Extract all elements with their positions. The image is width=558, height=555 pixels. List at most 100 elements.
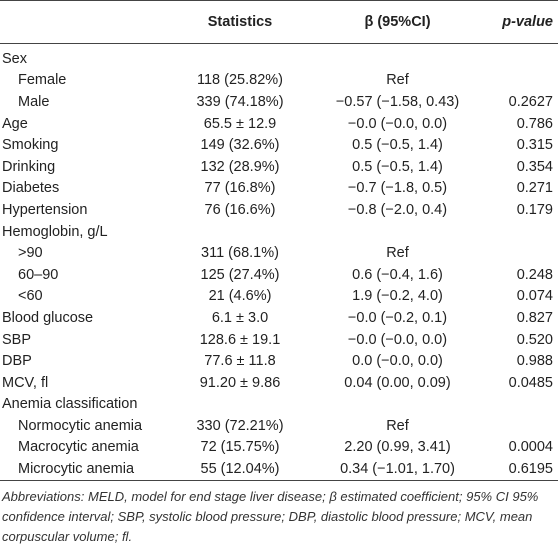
table-cell: [315, 394, 480, 416]
table-cell: 0.520: [516, 331, 553, 348]
table-row: Hypertension 76 (16.6%) −0.8 (−2.0, 0.4) 0.…: [0, 199, 558, 221]
table-cell: 0.34 (−1.01, 1.70): [315, 458, 480, 481]
table-cell: −0.0 (−0.0, 0.0): [347, 115, 448, 132]
table-cell: 125 (27.4%): [200, 266, 280, 283]
table-cell: Smoking: [2, 137, 59, 154]
table-cell: 0.0004: [508, 439, 553, 456]
header-cell: β (95%CI): [315, 0, 480, 44]
table-cell: 0.04 (0.00, 0.09): [344, 374, 451, 391]
table-cell: Ref: [386, 245, 409, 262]
table-cell: Diabetes: [2, 180, 60, 197]
table-row: Normocytic anemia 330 (72.21%) Ref: [0, 415, 558, 437]
table-cell: 311 (68.1%): [201, 245, 279, 262]
table-cell: [480, 242, 558, 264]
table-row: Female 118 (25.82%) Ref: [0, 70, 558, 92]
table-cell: 0.2627: [508, 93, 553, 110]
table-row: Drinking 132 (28.9%) 0.5 (−0.5, 1.4) 0.354: [0, 156, 558, 178]
table-cell: 118 (25.82%): [197, 72, 283, 89]
table-row: Smoking 149 (32.6%) 0.5 (−0.5, 1.4) 0.315: [0, 134, 558, 156]
table-row: <60 21 (4.6%) 1.9 (−0.2, 4.0) 0.074: [0, 286, 558, 308]
table-cell: Hemoglobin, g/L: [2, 223, 108, 240]
table-cell: [480, 394, 558, 416]
table-cell: SBP: [2, 331, 32, 348]
table-cell: 0.6195: [480, 458, 558, 481]
table-cell: 21 (4.6%): [208, 288, 272, 305]
table-cell: 65.5 ± 12.9: [203, 115, 277, 132]
table-cell: 0.248: [516, 266, 553, 283]
table-cell: 132 (28.9%): [200, 158, 280, 175]
table-row: Diabetes 77 (16.8%) −0.7 (−1.8, 0.5) 0.271: [0, 178, 558, 200]
table-cell: −0.7 (−1.8, 0.5): [347, 180, 448, 197]
table-row: >90 311 (68.1%) Ref: [0, 242, 558, 264]
table-row: SBP 128.6 ± 19.1 −0.0 (−0.0, 0.0) 0.520: [0, 329, 558, 351]
table-cell: 128.6 ± 19.1: [199, 331, 281, 348]
table-cell: 330 (72.21%): [196, 417, 284, 434]
table-cell: 339 (74.18%): [196, 93, 284, 110]
header-cell: Statistics: [165, 0, 315, 44]
table-body: Sex Female 118 (25.82%) Ref Male 339 (74.18%)…: [0, 44, 558, 481]
table-cell: [315, 44, 480, 70]
table-cell: 2.20 (0.99, 3.41): [344, 439, 451, 456]
table-row: 60–90 125 (27.4%) 0.6 (−0.4, 1.6) 0.248: [0, 264, 558, 286]
table-cell: 0.786: [516, 115, 553, 132]
table-row: Age 65.5 ± 12.9 −0.0 (−0.0, 0.0) 0.786: [0, 113, 558, 135]
table-cell: 6.1 ± 3.0: [211, 309, 269, 326]
table-row: Male 339 (74.18%) −0.57 (−1.58, 0.43) 0.262…: [0, 91, 558, 113]
table-cell: [480, 70, 558, 92]
data-table: Statistics β (95%CI) p-value Sex Female 11…: [0, 0, 558, 481]
table-cell: [165, 394, 315, 416]
table-cell: 0.0485: [508, 374, 553, 391]
table-cell: 0.988: [516, 353, 553, 370]
table-row: Sex: [0, 44, 558, 70]
table-row: Hemoglobin, g/L: [0, 221, 558, 243]
table-cell: 0.315: [516, 137, 553, 154]
table-cell: [315, 221, 480, 243]
table-cell: <60: [18, 288, 43, 305]
table-cell: [480, 415, 558, 437]
header-cell: [0, 0, 165, 44]
table-cell: 91.20 ± 9.86: [199, 374, 281, 391]
table-cell: Hypertension: [2, 201, 88, 218]
table-cell: [480, 44, 558, 70]
table-cell: Microcytic anemia: [0, 458, 165, 481]
table-cell: 149 (32.6%): [200, 137, 280, 154]
table-cell: [165, 44, 315, 70]
table-cell: Ref: [386, 417, 409, 434]
table-cell: 0.827: [516, 309, 553, 326]
table-cell: 0.354: [516, 158, 553, 175]
table-cell: Drinking: [2, 158, 56, 175]
table-cell: Female: [18, 72, 67, 89]
table-cell: −0.0 (−0.2, 0.1): [347, 309, 448, 326]
table-cell: 77 (16.8%): [204, 180, 276, 197]
table-cell: −0.0 (−0.0, 0.0): [347, 331, 448, 348]
table-row: Anemia classification: [0, 394, 558, 416]
table-row: MCV, fl 91.20 ± 9.86 0.04 (0.00, 0.09) 0.04…: [0, 372, 558, 394]
footnote: Abbreviations: MELD, model for end stage…: [2, 488, 539, 544]
table-cell: Blood glucose: [2, 309, 94, 326]
table-cell: 55 (12.04%): [165, 458, 315, 481]
table-cell: Male: [18, 93, 50, 110]
table-cell: 0.074: [516, 288, 553, 305]
header-cell: p-value: [480, 0, 558, 44]
table-cell: 76 (16.6%): [204, 201, 276, 218]
table-cell: Sex: [2, 50, 27, 67]
table-cell: [165, 221, 315, 243]
table-cell: −0.8 (−2.0, 0.4): [347, 201, 448, 218]
table-cell: DBP: [2, 353, 32, 370]
table-cell: Normocytic anemia: [18, 417, 143, 434]
table-cell: Macrocytic anemia: [18, 439, 139, 456]
table-cell: Anemia classification: [2, 396, 138, 413]
table-cell: 0.0 (−0.0, 0.0): [352, 353, 443, 370]
table-cell: 0.179: [516, 201, 553, 218]
table-cell: [480, 221, 558, 243]
table-cell: 0.5 (−0.5, 1.4): [352, 137, 443, 154]
table-cell: 0.271: [516, 180, 553, 197]
table-cell: Ref: [386, 72, 409, 89]
table-row: Blood glucose 6.1 ± 3.0 −0.0 (−0.2, 0.1) 0.…: [0, 307, 558, 329]
header-row: Statistics β (95%CI) p-value: [0, 0, 558, 44]
table-cell: 60–90: [18, 266, 59, 283]
table-cell: MCV, fl: [2, 374, 49, 391]
table-row: Microcytic anemia 55 (12.04%) 0.34 (−1.01,…: [0, 458, 558, 481]
table-row: Macrocytic anemia 72 (15.75%) 2.20 (0.99, …: [0, 437, 558, 459]
